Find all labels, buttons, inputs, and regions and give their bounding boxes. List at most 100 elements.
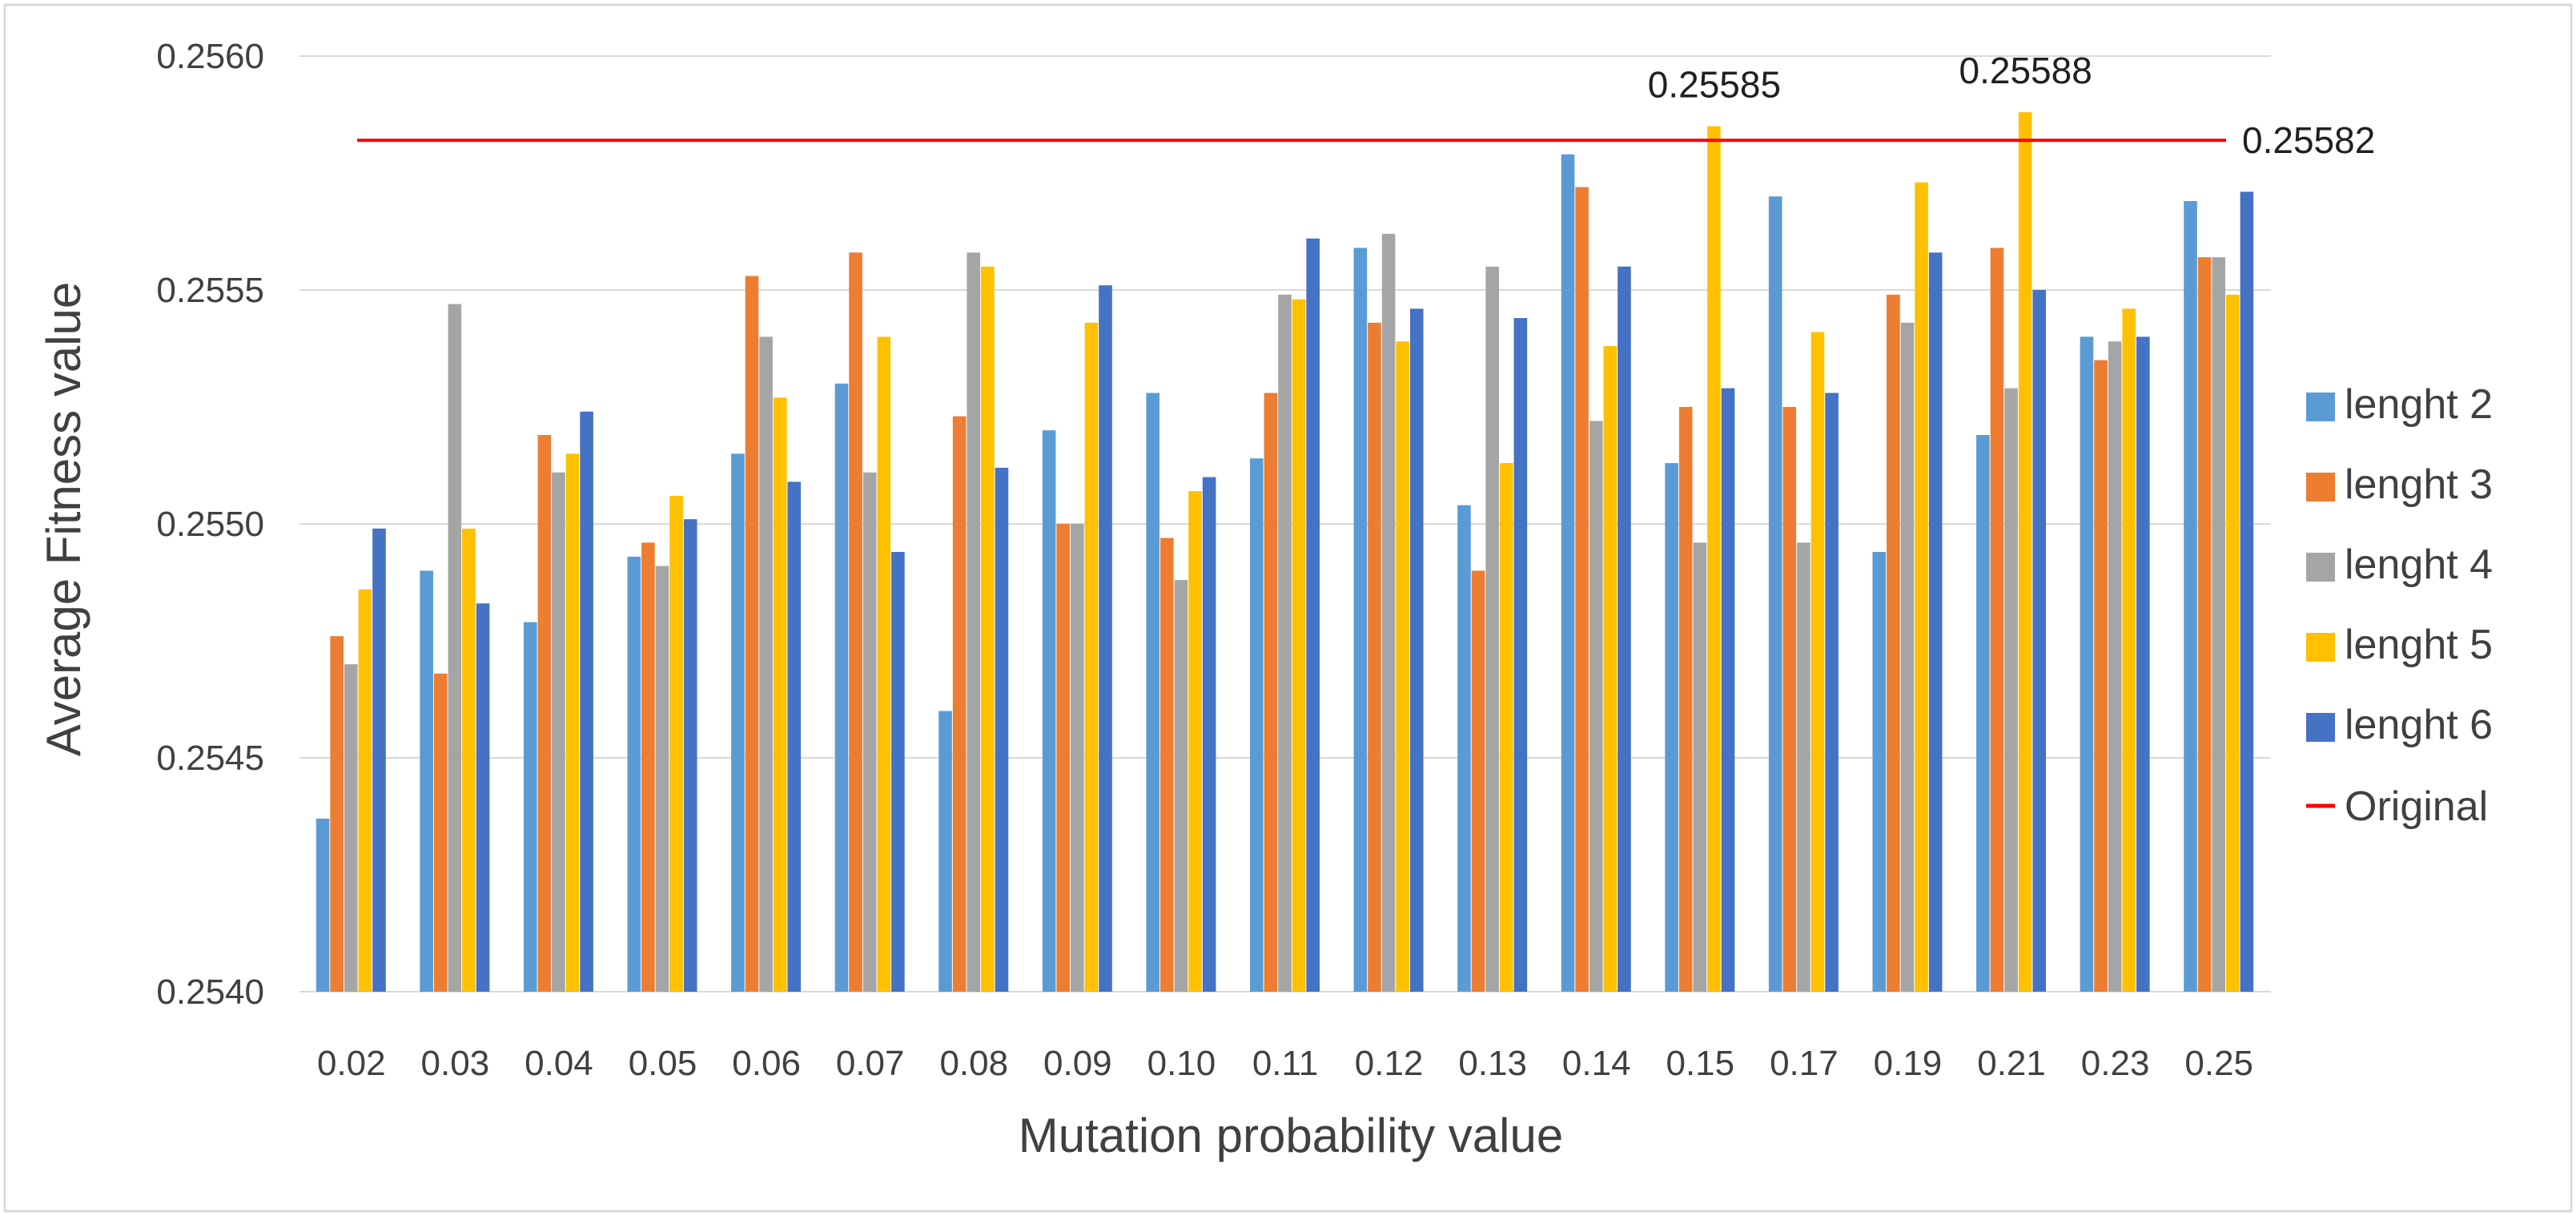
x-tick-label: 0.21	[1977, 1044, 2046, 1083]
bar	[669, 495, 683, 992]
bar	[1368, 322, 1381, 992]
bar	[1485, 266, 1499, 992]
legend: lenght 2 lenght 3 lenght 4 lenght 5 lenght 6…	[2306, 381, 2493, 830]
bar	[372, 528, 386, 992]
bar	[745, 276, 759, 993]
bar	[1160, 538, 1174, 992]
x-tick-label: 0.10	[1147, 1044, 1216, 1083]
bar	[1603, 346, 1618, 993]
bar	[1707, 126, 1721, 993]
bar	[2197, 257, 2212, 992]
bar	[787, 481, 802, 992]
bar	[1099, 285, 1112, 992]
bar	[1353, 248, 1368, 992]
bar	[1810, 332, 1825, 992]
bar	[1409, 308, 1424, 992]
bar	[358, 589, 372, 992]
bar	[1825, 393, 1839, 993]
bar	[1056, 524, 1071, 992]
bar	[1900, 322, 1915, 992]
bar	[967, 252, 981, 992]
bar	[2184, 201, 2197, 993]
y-tick-label: 0.2540	[156, 972, 264, 1012]
x-tick-label: 0.17	[1770, 1044, 1839, 1083]
bar	[1589, 421, 1603, 992]
y-axis-label: Average Fitness value	[37, 282, 90, 757]
bar	[1693, 542, 1707, 992]
bar	[1188, 491, 1202, 992]
bar	[995, 467, 1009, 992]
bar	[315, 818, 330, 992]
bar	[462, 528, 476, 992]
x-tick-label: 0.08	[939, 1044, 1008, 1083]
bar	[330, 636, 344, 992]
legend-label: lenght 5	[2345, 622, 2493, 668]
bar	[1396, 341, 1409, 992]
bar	[731, 453, 745, 992]
bar	[1084, 322, 1099, 992]
bar	[2032, 290, 2047, 992]
y-tick-label: 0.2545	[156, 739, 264, 778]
bar	[891, 552, 905, 992]
x-tick-label: 0.07	[836, 1044, 905, 1083]
bar	[1678, 407, 1693, 992]
bar	[1665, 463, 1678, 992]
x-tick-label: 0.19	[1874, 1044, 1943, 1083]
y-tick-label: 0.2555	[156, 271, 264, 310]
bar	[1146, 393, 1160, 993]
bar	[1306, 238, 1320, 992]
legend-swatch	[2306, 553, 2335, 582]
bar	[1471, 570, 1485, 992]
bar	[2226, 294, 2240, 993]
bar	[834, 383, 849, 992]
legend-label: lenght 2	[2345, 381, 2493, 428]
x-tick-label: 0.04	[524, 1044, 593, 1083]
bar	[938, 711, 952, 992]
legend-label: lenght 6	[2345, 702, 2493, 748]
bar	[448, 304, 462, 992]
bar	[433, 673, 448, 992]
bar	[849, 252, 862, 992]
bar	[862, 472, 877, 992]
y-tick-label: 0.2560	[156, 37, 264, 76]
bar	[2212, 257, 2226, 992]
x-tick-label: 0.25	[2184, 1044, 2253, 1083]
bar	[1872, 552, 1887, 992]
x-tick-label: 0.23	[2081, 1044, 2150, 1083]
annotations: 0.25585 0.25588	[1648, 50, 2092, 106]
bar	[2136, 336, 2150, 992]
bar	[476, 603, 490, 992]
x-tick-label: 0.11	[1252, 1044, 1318, 1083]
x-axis-label: Mutation probability value	[1019, 1109, 1563, 1162]
bar	[1278, 294, 1292, 993]
data-label: 0.25588	[1959, 50, 2092, 91]
bar	[537, 435, 552, 992]
bar	[1782, 407, 1797, 992]
bar	[420, 570, 433, 992]
bar	[1292, 299, 1306, 992]
legend-swatch	[2306, 473, 2335, 501]
bar	[1797, 542, 1810, 992]
bar-series	[315, 112, 2254, 993]
bar	[1618, 266, 1631, 992]
bar	[2240, 191, 2254, 993]
bar	[1976, 435, 1990, 992]
bar	[655, 566, 669, 992]
bar	[627, 556, 641, 992]
x-tick-label: 0.05	[629, 1044, 697, 1083]
legend-label: lenght 3	[2345, 461, 2493, 508]
reference-line-label: 0.25582	[2242, 119, 2375, 161]
data-label: 0.25585	[1648, 64, 1781, 106]
x-tick-label: 0.09	[1043, 1044, 1112, 1083]
bar	[759, 336, 773, 992]
bar	[1381, 233, 1396, 992]
y-axis-ticks: 0.2540 0.2545 0.2550 0.2555 0.2560	[156, 37, 264, 1012]
bar	[1768, 196, 1782, 992]
bar	[1202, 477, 1216, 992]
bar	[2094, 360, 2108, 993]
legend-swatch	[2306, 633, 2335, 662]
bar	[1915, 182, 1928, 992]
bar	[1071, 524, 1084, 992]
x-tick-label: 0.02	[317, 1044, 386, 1083]
